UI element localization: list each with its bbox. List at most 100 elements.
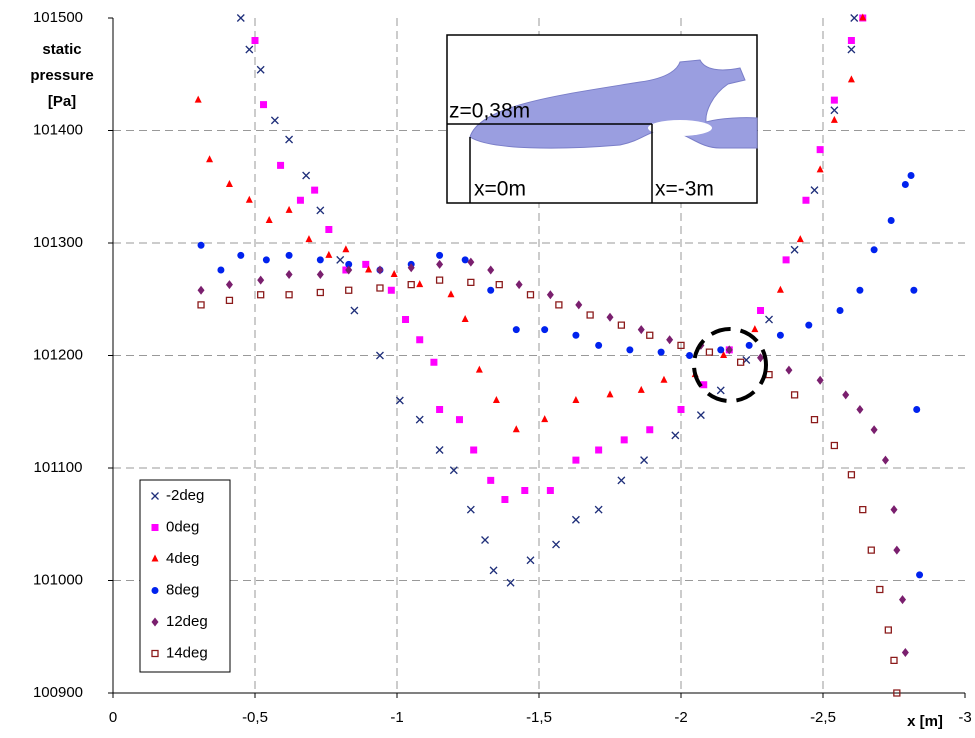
point (317, 207, 324, 214)
point (791, 246, 798, 253)
highlight-circle (694, 329, 766, 401)
point (447, 290, 454, 297)
point (831, 116, 838, 123)
point (871, 246, 878, 253)
point (496, 282, 502, 288)
point (660, 376, 667, 383)
point (325, 251, 332, 258)
point (856, 287, 863, 294)
point (572, 332, 579, 339)
legend-frame (140, 480, 230, 672)
point (572, 516, 579, 523)
point (916, 571, 923, 578)
point (777, 332, 784, 339)
legend-marker (152, 587, 159, 594)
point (388, 287, 395, 294)
point (641, 457, 648, 464)
chart: 1009001010001011001012001013001014001015… (0, 0, 975, 738)
y-axis-label: static (42, 41, 81, 58)
point (286, 206, 293, 213)
point (436, 260, 443, 269)
point (468, 279, 474, 285)
point (430, 359, 437, 366)
legend-label: -2deg (166, 487, 204, 504)
point (257, 66, 264, 73)
point (848, 37, 855, 44)
point (436, 252, 443, 259)
point (893, 546, 900, 555)
point (848, 75, 855, 82)
point (885, 627, 891, 633)
point (626, 346, 633, 353)
point (851, 15, 858, 22)
point (556, 302, 562, 308)
point (311, 187, 318, 194)
point (717, 346, 724, 353)
point (226, 297, 232, 303)
point (317, 290, 323, 296)
point (416, 416, 423, 423)
point (258, 292, 264, 298)
point (871, 425, 878, 434)
point (303, 172, 310, 179)
point (305, 235, 312, 242)
point (456, 416, 463, 423)
point (805, 322, 812, 329)
point (325, 226, 332, 233)
point (607, 313, 614, 322)
point (706, 349, 712, 355)
point (541, 415, 548, 422)
legend-label: 14deg (166, 644, 208, 661)
point (672, 432, 679, 439)
point (738, 359, 744, 365)
point (595, 447, 602, 454)
point (317, 256, 324, 263)
point (416, 280, 423, 287)
point (777, 286, 784, 293)
point (462, 315, 469, 322)
point (831, 107, 838, 114)
point (666, 335, 673, 344)
point (910, 287, 917, 294)
point (263, 256, 270, 263)
point (638, 386, 645, 393)
x-tick-label: -2,5 (810, 709, 836, 726)
inset-gap (648, 120, 712, 136)
point (547, 487, 554, 494)
point (436, 406, 443, 413)
point (891, 657, 897, 663)
legend-label: 0deg (166, 518, 199, 535)
point (595, 506, 602, 513)
point (271, 117, 278, 124)
y-axis-label: pressure (30, 67, 93, 84)
point (792, 392, 798, 398)
point (493, 396, 500, 403)
point (766, 316, 773, 323)
point (541, 326, 548, 333)
point (817, 146, 824, 153)
point (848, 472, 854, 478)
point (527, 292, 533, 298)
point (226, 180, 233, 187)
x-tick-label: 0 (109, 709, 117, 726)
point (607, 390, 614, 397)
point (868, 547, 874, 553)
point (198, 242, 205, 249)
point (899, 595, 906, 604)
y-axis-label: [Pa] (48, 93, 76, 110)
point (237, 252, 244, 259)
inset-label: z=0,38m (449, 100, 530, 123)
y-tick-label: 100900 (33, 684, 83, 701)
point (811, 187, 818, 194)
point (376, 266, 383, 275)
y-tick-label: 101300 (33, 234, 83, 251)
point (621, 436, 628, 443)
point (697, 412, 704, 419)
point (783, 256, 790, 263)
legend-label: 4deg (166, 550, 199, 567)
point (891, 505, 898, 514)
point (646, 426, 653, 433)
inset-label: x=0m (474, 178, 526, 201)
point (317, 270, 324, 279)
point (286, 292, 292, 298)
